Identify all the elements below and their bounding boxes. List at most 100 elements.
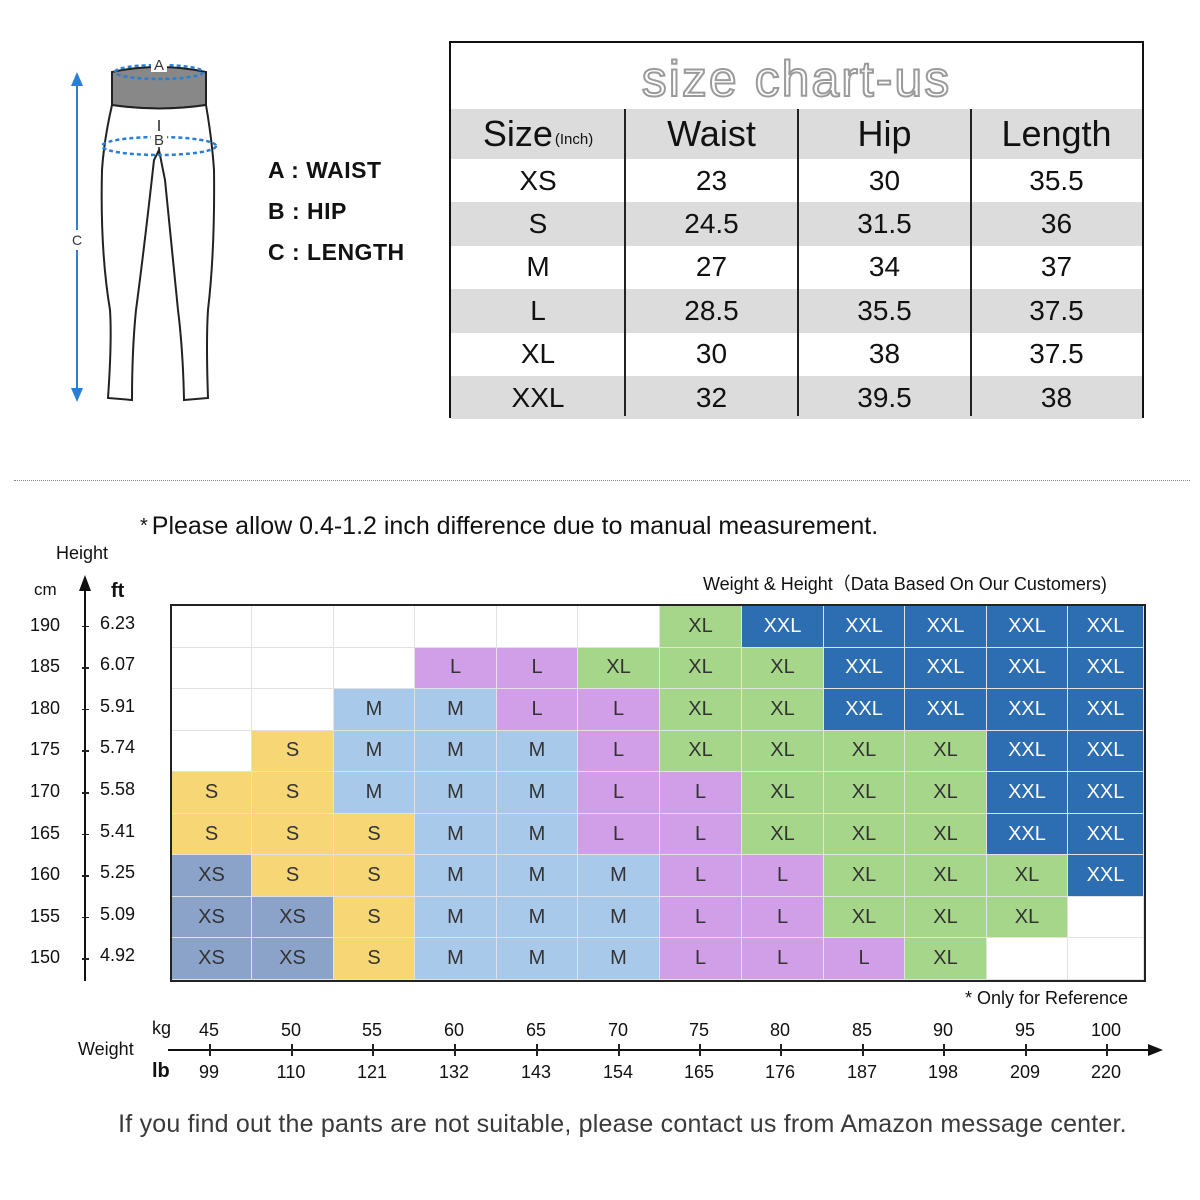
grid-cell: M	[497, 855, 578, 897]
size-table-row: S 24.5 31.5 36	[451, 202, 1142, 246]
grid-cell: L	[578, 689, 660, 731]
grid-cell: XL	[905, 772, 987, 814]
waist-cell: 23	[695, 164, 728, 196]
grid-cell	[172, 730, 252, 773]
weight-tick	[372, 1044, 374, 1056]
grid-cell: M	[334, 689, 415, 731]
measurement-note: * Please allow 0.4-1.2 inch difference du…	[140, 512, 879, 540]
height-ft-label: 4.92	[100, 945, 136, 966]
grid-cell: XXL	[824, 689, 905, 731]
grid-cell: L	[824, 938, 905, 980]
weight-tick	[862, 1044, 864, 1056]
grid-cell: XL	[824, 855, 905, 897]
grid-cell: S	[334, 813, 415, 856]
height-ft-label: 5.91	[100, 695, 136, 716]
grid-cell: L	[660, 896, 742, 939]
height-ft-label: 6.23	[100, 612, 136, 633]
grid-cell: XL	[905, 730, 987, 773]
weight-kg-label: 85	[851, 1020, 873, 1040]
leggings-diagram: C A B	[71, 56, 218, 402]
weight-tick	[291, 1044, 293, 1056]
grid-cell	[172, 689, 252, 731]
grid-cell: XL	[905, 813, 987, 856]
grid-cell: XL	[824, 772, 905, 814]
height-cm-label: 180	[30, 697, 61, 718]
length-cell: 35.5	[1029, 164, 1084, 196]
grid-cell: XL	[660, 730, 742, 773]
weight-lb-label: 110	[276, 1062, 306, 1082]
grid-cell: M	[497, 772, 578, 814]
height-ft-label: 5.09	[100, 903, 136, 924]
weight-kg-label: 70	[607, 1020, 629, 1040]
height-axis	[79, 575, 91, 981]
grid-cell: XXL	[1068, 689, 1144, 731]
grid-cell: XL	[660, 689, 742, 731]
size-cell: XL	[520, 338, 556, 370]
height-tick	[82, 916, 89, 919]
hip-cell: 35.5	[857, 294, 912, 326]
grid-cell: M	[415, 855, 497, 897]
size-table-header: Size (Inch) Waist Hip Length	[451, 109, 1142, 159]
height-cm-label: 175	[30, 739, 61, 760]
kg-unit-label: kg	[152, 1018, 172, 1038]
grid-cell: M	[334, 772, 415, 814]
grid-cell: XXL	[742, 606, 824, 648]
grid-cell: XXL	[1068, 647, 1144, 690]
grid-cell	[334, 606, 415, 648]
weight-kg-label: 90	[932, 1020, 954, 1040]
grid-cell	[578, 606, 660, 648]
grid-cell: S	[252, 813, 334, 856]
weight-lb-label: 154	[602, 1062, 634, 1082]
grid-cell	[252, 647, 334, 690]
weight-tick	[209, 1044, 211, 1056]
size-table-row: M 27 34 37	[451, 246, 1142, 289]
size-chart-title: size chart-us	[641, 50, 952, 108]
grid-cell: L	[660, 772, 742, 814]
grid-cell: S	[252, 855, 334, 897]
grid-cell: XXL	[905, 647, 987, 690]
grid-cell: S	[252, 772, 334, 814]
height-ft-label: 6.07	[100, 654, 136, 675]
grid-cell: S	[252, 730, 334, 773]
size-table-row: L 28.5 35.5 37.5	[451, 289, 1142, 333]
weight-lb-label: 198	[927, 1062, 959, 1082]
height-ft-label: 5.58	[100, 779, 136, 799]
grid-cell: S	[334, 855, 415, 897]
grid-cell	[334, 647, 415, 690]
size-table-row: XL 30 38 37.5	[451, 333, 1142, 376]
height-cm-label: 165	[30, 822, 61, 843]
grid-cell: XL	[987, 855, 1068, 897]
weight-tick	[454, 1044, 456, 1056]
height-tick	[82, 792, 89, 794]
grid-cell: M	[497, 730, 578, 773]
height-tick	[82, 667, 89, 669]
height-ft-label: 5.25	[100, 862, 136, 883]
grid-cell: S	[334, 896, 415, 939]
grid-cell	[1068, 938, 1144, 980]
grid-cell: M	[415, 730, 497, 773]
waist-cell: 24.5	[684, 208, 739, 240]
length-arrow-up-icon	[71, 72, 83, 86]
grid-cell: XL	[742, 730, 824, 773]
reference-note: * Only for Reference	[965, 988, 1129, 1008]
grid-cell: L	[742, 855, 824, 897]
grid-cell: L	[578, 730, 660, 773]
grid-cell: XL	[742, 689, 824, 731]
label-a: A	[154, 57, 164, 74]
grid-cell: XL	[824, 813, 905, 856]
grid-cell: XXL	[987, 689, 1068, 731]
weight-tick	[536, 1044, 538, 1056]
grid-cell: XL	[905, 855, 987, 897]
footer-contact-text: If you find out the pants are not suitab…	[118, 1110, 1127, 1138]
height-cm-label: 150	[30, 947, 61, 968]
legend-length: C : LENGTH	[268, 239, 405, 265]
grid-cell: L	[415, 647, 497, 690]
grid-cell: XXL	[987, 772, 1068, 814]
height-ft-label: 5.74	[100, 737, 136, 758]
height-axis-arrow-icon	[79, 575, 91, 591]
hip-cell: 30	[868, 164, 901, 196]
grid-cell: XL	[742, 647, 824, 690]
weight-kg-label: 75	[688, 1020, 710, 1040]
section-divider	[14, 480, 1190, 481]
header-length: Length	[1001, 113, 1112, 154]
